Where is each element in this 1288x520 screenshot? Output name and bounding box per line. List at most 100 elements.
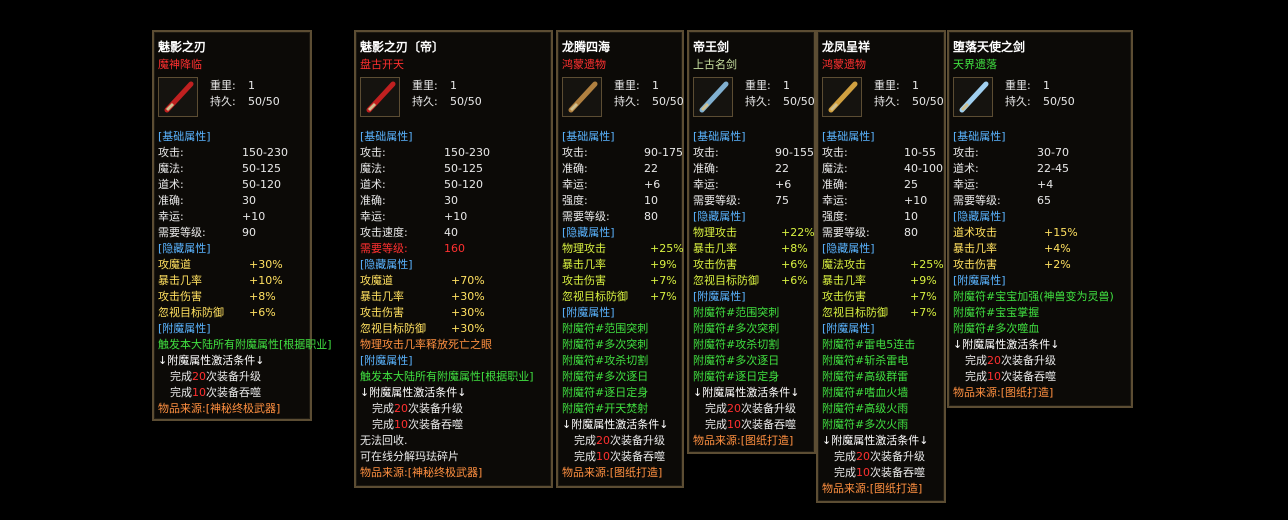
item-subtitle: 天界遗落 bbox=[953, 58, 997, 71]
item-tooltip[interactable]: 龙凤呈祥 鸿蒙遗物 重里: 1 持久: 50/50 [基础属性] 攻击: 10-55 魔法: 40-… bbox=[816, 30, 946, 503]
stat-label: 幸运: bbox=[562, 178, 588, 191]
stat-label: 幸运: bbox=[693, 178, 719, 191]
condition-part: 20 bbox=[856, 450, 870, 463]
text-line: [基础属性] bbox=[822, 130, 875, 143]
stat-label: 准确: bbox=[360, 194, 386, 207]
stat-label: 强度: bbox=[822, 210, 848, 223]
text-line: [附魔属性] bbox=[360, 354, 413, 367]
stat-value: +25% bbox=[910, 258, 944, 271]
stat-label: 攻击伤害 bbox=[360, 306, 404, 319]
weight-label: 重里: bbox=[614, 79, 640, 92]
text-line: [隐藏属性] bbox=[562, 226, 615, 239]
text-line: 附魔符#逐日定身 bbox=[693, 370, 780, 383]
condition-part: 次装备吞噬 bbox=[870, 466, 925, 479]
sword-icon bbox=[164, 81, 194, 113]
condition-part: 10 bbox=[394, 418, 408, 431]
text-line: 附魔符#多次火雨 bbox=[822, 418, 909, 431]
stat-label: 准确: bbox=[562, 162, 588, 175]
stat-value: +7% bbox=[910, 306, 937, 319]
text-line: [附魔属性] bbox=[693, 290, 746, 303]
stat-value: 160 bbox=[444, 242, 465, 255]
item-tooltip[interactable]: 帝王剑 上古名剑 重里: 1 持久: 50/50 [基础属性] 攻击: 90-155 准确: 22 幸… bbox=[687, 30, 816, 454]
weight-value: 1 bbox=[912, 79, 919, 92]
text-line: 物品来源:[神秘终极武器] bbox=[158, 402, 281, 415]
condition-part: 次装备升级 bbox=[741, 402, 796, 415]
weight-value: 1 bbox=[652, 79, 659, 92]
stat-label: 攻击伤害 bbox=[953, 258, 997, 271]
text-line: 物品来源:[图纸打造] bbox=[693, 434, 794, 447]
weight-value: 1 bbox=[783, 79, 790, 92]
item-tooltip[interactable]: 堕落天使之剑 天界遗落 重里: 1 持久: 50/50 [基础属性] 攻击: 30-70 道术: 2… bbox=[947, 30, 1133, 408]
stat-value: 40-100 bbox=[904, 162, 943, 175]
stat-label: 攻击: bbox=[693, 146, 719, 159]
stat-label: 道术: bbox=[158, 178, 184, 191]
stat-value: +9% bbox=[910, 274, 937, 287]
item-tooltip[interactable]: 魅影之刃 魔神降临 重里: 1 持久: 50/50 [基础属性] 攻击: 150-230 魔法: 5… bbox=[152, 30, 332, 421]
stat-value: +25% bbox=[650, 242, 684, 255]
stat-value: +9% bbox=[650, 258, 677, 271]
stat-value: +6 bbox=[644, 178, 661, 191]
text-line: 附魔符#高级群雷 bbox=[822, 370, 909, 383]
text-line: ↓附魔属性激活条件↓ bbox=[693, 386, 800, 399]
stat-label: 需要等级: bbox=[953, 194, 1001, 207]
stat-label: 攻击速度: bbox=[360, 226, 408, 239]
stat-value: 30-70 bbox=[1037, 146, 1069, 159]
condition-part: 20 bbox=[727, 402, 741, 415]
stat-label: 忽视目标防御 bbox=[693, 274, 759, 287]
condition-part: 10 bbox=[856, 466, 870, 479]
item-icon bbox=[360, 77, 400, 117]
stat-label: 魔法: bbox=[360, 162, 386, 175]
condition-part: 次装备升级 bbox=[206, 370, 261, 383]
stat-value: 50-125 bbox=[242, 162, 281, 175]
stat-value: +8% bbox=[781, 242, 808, 255]
item-tooltip[interactable]: 龙腾四海 鸿蒙遗物 重里: 1 持久: 50/50 [基础属性] 攻击: 90-175 准确: 22… bbox=[556, 30, 684, 488]
stat-value: +4 bbox=[1037, 178, 1054, 191]
stat-label: 幸运: bbox=[822, 194, 848, 207]
text-line: 物品来源:[神秘终极武器] bbox=[360, 466, 483, 479]
condition-part: 完成 bbox=[834, 450, 856, 463]
durability-label: 持久: bbox=[1005, 95, 1031, 108]
condition-part: 次装备升级 bbox=[870, 450, 925, 463]
weight-label: 重里: bbox=[874, 79, 900, 92]
stat-label: 攻击伤害 bbox=[822, 290, 866, 303]
text-line: 物理攻击几率释放死亡之眼 bbox=[360, 338, 492, 351]
text-line: [附魔属性] bbox=[953, 274, 1006, 287]
item-name: 魅影之刃〔帝〕 bbox=[360, 40, 445, 54]
condition-part: 次装备吞噬 bbox=[741, 418, 796, 431]
text-line: ↓附魔属性激活条件↓ bbox=[953, 338, 1060, 351]
text-line: 附魔符#范围突刺 bbox=[562, 322, 649, 335]
condition-line: 完成10次装备吞噬 bbox=[705, 417, 796, 433]
stat-value: +2% bbox=[1044, 258, 1071, 271]
item-subtitle: 鸿蒙遗物 bbox=[562, 58, 606, 71]
text-line: ↓附魔属性激活条件↓ bbox=[822, 434, 929, 447]
stat-value: +7% bbox=[650, 290, 677, 303]
weight-label: 重里: bbox=[1005, 79, 1031, 92]
condition-part: 10 bbox=[596, 450, 610, 463]
stat-label: 魔法: bbox=[822, 162, 848, 175]
condition-part: 次装备升级 bbox=[408, 402, 463, 415]
stat-label: 忽视目标防御 bbox=[562, 290, 628, 303]
item-tooltip[interactable]: 魅影之刃〔帝〕 盘古开天 重里: 1 持久: 50/50 [基础属性] 攻击: 150-230 魔… bbox=[354, 30, 553, 488]
text-line: 附魔符#嗜血火墙 bbox=[822, 386, 909, 399]
text-line: [隐藏属性] bbox=[822, 242, 875, 255]
item-name: 龙凤呈祥 bbox=[822, 40, 871, 54]
stat-value: 90-175 bbox=[644, 146, 683, 159]
condition-line: 完成10次装备吞噬 bbox=[170, 385, 261, 401]
condition-part: 次装备升级 bbox=[610, 434, 665, 447]
condition-part: 完成 bbox=[705, 402, 727, 415]
stat-value: +4% bbox=[1044, 242, 1071, 255]
item-icon bbox=[158, 77, 198, 117]
stat-value: +8% bbox=[249, 290, 276, 303]
stat-label: 物理攻击 bbox=[562, 242, 606, 255]
text-line: [附魔属性] bbox=[822, 322, 875, 335]
stat-label: 暴击几率 bbox=[693, 242, 737, 255]
weight-label: 重里: bbox=[412, 79, 438, 92]
item-subtitle: 鸿蒙遗物 bbox=[822, 58, 866, 71]
item-subtitle: 盘古开天 bbox=[360, 58, 404, 71]
condition-part: 完成 bbox=[170, 386, 192, 399]
stat-value: 75 bbox=[775, 194, 789, 207]
stat-value: +7% bbox=[650, 274, 677, 287]
condition-line: 完成20次装备升级 bbox=[574, 433, 665, 449]
durability-value: 50/50 bbox=[450, 95, 482, 108]
stat-value: +15% bbox=[1044, 226, 1078, 239]
